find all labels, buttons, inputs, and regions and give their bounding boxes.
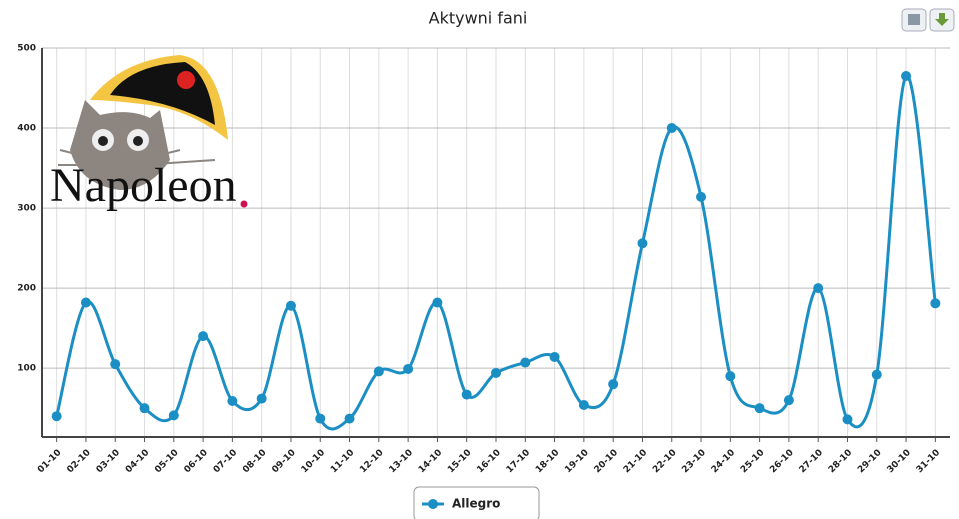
x-tick-label: 17-10 — [505, 448, 532, 475]
x-tick-label: 04-10 — [124, 448, 151, 475]
data-point — [315, 413, 326, 424]
logo-dot — [240, 200, 248, 208]
data-point — [139, 403, 150, 414]
cockade — [177, 71, 195, 89]
data-point — [813, 283, 824, 294]
plot — [51, 71, 941, 431]
x-tick-label: 30-10 — [886, 448, 913, 475]
x-tick-label: 19-10 — [563, 448, 590, 475]
data-point — [842, 414, 853, 425]
x-tick-label: 07-10 — [212, 448, 239, 475]
data-point — [608, 379, 619, 390]
x-tick-label: 15-10 — [446, 448, 473, 475]
x-tick-label: 09-10 — [270, 448, 297, 475]
cat-pupil — [98, 136, 108, 146]
data-point — [666, 123, 677, 134]
chart-title: Aktywni fani — [429, 9, 528, 28]
x-tick-label: 14-10 — [417, 448, 444, 475]
data-point — [901, 71, 912, 82]
x-tick-label: 06-10 — [183, 448, 210, 475]
y-tick-label: 500 — [17, 44, 36, 54]
x-tick-label: 18-10 — [534, 448, 561, 475]
logo: Napoleon — [50, 55, 248, 212]
x-tick-label: 13-10 — [388, 448, 415, 475]
data-point — [432, 297, 443, 308]
y-tick-label: 200 — [17, 284, 36, 294]
data-point — [198, 331, 209, 342]
x-tick-label: 03-10 — [95, 448, 122, 475]
x-tick-label: 16-10 — [475, 448, 502, 475]
data-point — [549, 351, 560, 362]
data-point — [520, 357, 531, 368]
x-tick-label: 31-10 — [915, 448, 942, 475]
data-point — [51, 411, 62, 422]
y-tick-label: 300 — [17, 204, 36, 214]
grid: 01-10 02-10 03-10 04-10 05-10 06-10 07-10 08-10… — [17, 44, 950, 475]
data-point — [80, 297, 91, 308]
logo-text: Napoleon — [50, 159, 237, 212]
data-point — [783, 395, 794, 406]
download-icon — [935, 13, 949, 26]
y-tick-label: 400 — [17, 124, 36, 134]
x-tick-label: 05-10 — [153, 448, 180, 475]
data-point — [373, 366, 384, 377]
whiskers — [58, 149, 216, 166]
x-tick-label: 28-10 — [827, 448, 854, 475]
cat-pupil — [133, 136, 143, 146]
print-icon — [908, 14, 920, 25]
cat-head — [70, 100, 170, 190]
data-point — [491, 367, 501, 378]
x-tick-label: 29-10 — [856, 448, 883, 475]
data-point — [725, 371, 736, 382]
x-tick-label: 22-10 — [651, 448, 678, 475]
data-point — [344, 413, 355, 424]
x-tick-label: 12-10 — [358, 448, 385, 475]
data-point — [256, 393, 267, 404]
x-tick-label: 26-10 — [768, 448, 795, 475]
data-point — [227, 395, 238, 406]
x-tick-label: 27-10 — [798, 448, 825, 475]
x-tick-label: 08-10 — [241, 448, 268, 475]
legend-marker — [428, 499, 438, 509]
x-tick-label: 25-10 — [739, 448, 766, 475]
data-point — [871, 369, 882, 380]
x-tick-label: 10-10 — [300, 448, 327, 475]
data-point — [403, 363, 414, 374]
data-point — [930, 298, 941, 309]
data-point — [285, 300, 296, 311]
data-point — [578, 399, 589, 410]
x-tick-label: 23-10 — [680, 448, 707, 475]
x-tick-label: 01-10 — [36, 448, 63, 475]
legend-label[interactable]: Allegro — [452, 497, 500, 511]
data-point — [110, 359, 121, 370]
y-tick-label: 100 — [17, 364, 36, 374]
legend: Allegro — [413, 486, 540, 519]
data-point — [461, 389, 472, 400]
data-point — [696, 191, 707, 202]
x-tick-label: 02-10 — [65, 448, 92, 475]
data-point — [168, 410, 179, 421]
x-tick-label: 11-10 — [329, 448, 356, 475]
data-point — [754, 403, 765, 414]
x-tick-label: 20-10 — [593, 448, 620, 475]
x-tick-label: 24-10 — [710, 448, 737, 475]
legend-box — [413, 486, 540, 519]
x-tick-label: 21-10 — [622, 448, 649, 475]
export-buttons — [901, 8, 955, 32]
data-point — [637, 238, 648, 249]
